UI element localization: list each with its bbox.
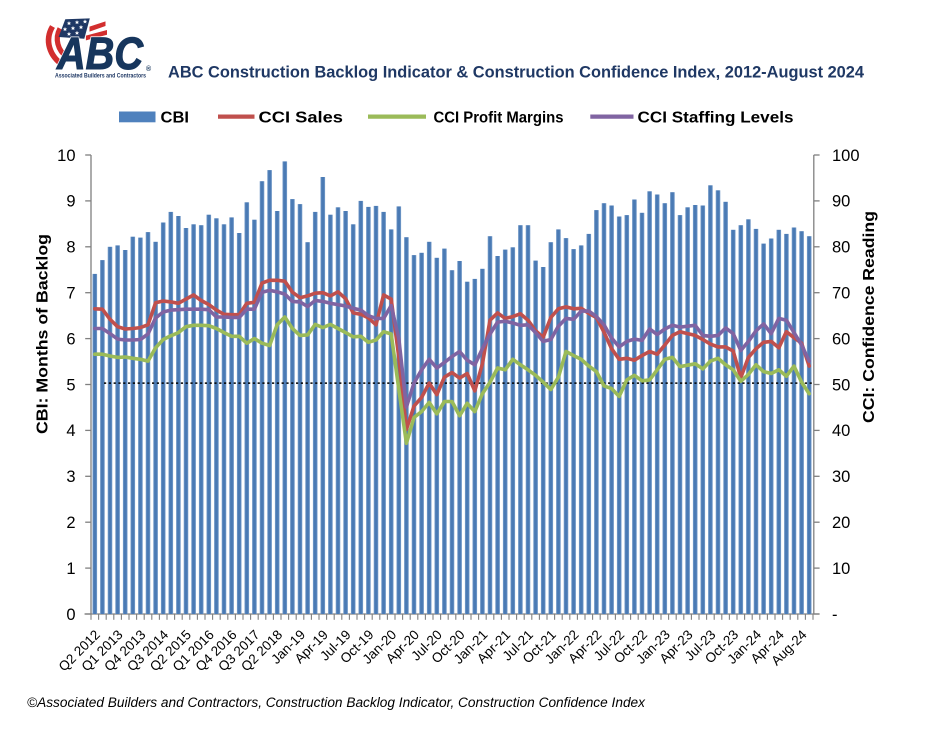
- svg-text:-: -: [832, 606, 838, 624]
- svg-text:9: 9: [66, 193, 75, 211]
- svg-text:3: 3: [66, 468, 75, 486]
- svg-text:7: 7: [66, 285, 75, 303]
- svg-text:CBI: Months of Backlog: CBI: Months of Backlog: [35, 234, 52, 434]
- svg-text:70: 70: [832, 285, 850, 303]
- svg-text:90: 90: [832, 193, 850, 211]
- svg-text:100: 100: [832, 147, 860, 165]
- svg-text:2: 2: [66, 514, 75, 532]
- svg-text:©Associated Builders and Contr: ©Associated Builders and Contractors, Co…: [27, 695, 646, 710]
- svg-text:40: 40: [832, 422, 850, 440]
- svg-text:10: 10: [57, 147, 75, 165]
- svg-text:50: 50: [832, 376, 850, 394]
- svg-text:5: 5: [66, 376, 75, 394]
- svg-text:10: 10: [832, 560, 850, 578]
- svg-text:CCI Sales: CCI Sales: [259, 110, 344, 127]
- svg-text:ABC: ABC: [56, 28, 144, 79]
- svg-text:ABC Construction Backlog Indic: ABC Construction Backlog Indicator & Con…: [168, 63, 865, 82]
- svg-text:Associated Builders and Contra: Associated Builders and Contractors: [55, 73, 146, 80]
- svg-text:80: 80: [832, 239, 850, 257]
- svg-text:0: 0: [66, 606, 75, 624]
- svg-text:CBI: CBI: [161, 110, 190, 127]
- svg-text:6: 6: [66, 330, 75, 348]
- svg-text:8: 8: [66, 239, 75, 257]
- svg-text:30: 30: [832, 468, 850, 486]
- svg-text:4: 4: [66, 422, 75, 440]
- svg-text:®: ®: [146, 65, 152, 73]
- svg-text:ABC: ABC: [56, 28, 144, 79]
- svg-text:CCI: Confidence Reading: CCI: Confidence Reading: [861, 211, 878, 423]
- svg-text:20: 20: [832, 514, 850, 532]
- svg-text:CCI Staffing Levels: CCI Staffing Levels: [638, 110, 794, 127]
- svg-text:60: 60: [832, 330, 850, 348]
- svg-text:CCI Profit Margins: CCI Profit Margins: [434, 110, 564, 127]
- svg-text:1: 1: [66, 560, 75, 578]
